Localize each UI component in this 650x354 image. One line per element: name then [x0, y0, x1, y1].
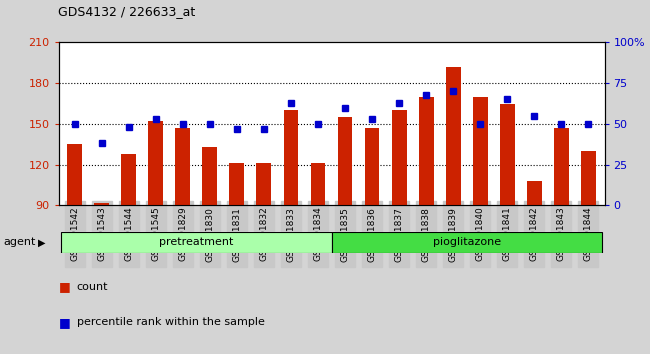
Bar — [68, 144, 82, 205]
Bar — [122, 154, 136, 205]
Bar — [148, 121, 163, 205]
Bar — [176, 128, 190, 205]
Bar — [94, 202, 109, 205]
Bar — [202, 147, 217, 205]
Text: ■: ■ — [58, 280, 70, 293]
Text: GDS4132 / 226633_at: GDS4132 / 226633_at — [58, 5, 196, 18]
Bar — [61, 232, 332, 253]
Text: agent: agent — [3, 238, 36, 247]
Bar — [554, 128, 569, 205]
Bar — [257, 163, 271, 205]
Bar — [283, 110, 298, 205]
Bar — [581, 151, 595, 205]
Bar — [332, 232, 602, 253]
Bar — [473, 97, 488, 205]
Text: percentile rank within the sample: percentile rank within the sample — [77, 317, 265, 327]
Bar — [419, 97, 434, 205]
Bar — [311, 163, 326, 205]
Bar — [365, 128, 380, 205]
Bar — [446, 67, 461, 205]
Text: ▶: ▶ — [38, 238, 46, 247]
Bar — [337, 117, 352, 205]
Bar — [500, 104, 515, 205]
Bar — [229, 163, 244, 205]
Bar — [392, 110, 406, 205]
Text: pretreatment: pretreatment — [159, 238, 233, 247]
Text: pioglitazone: pioglitazone — [433, 238, 500, 247]
Text: count: count — [77, 282, 108, 292]
Text: ■: ■ — [58, 316, 70, 329]
Bar — [526, 181, 541, 205]
